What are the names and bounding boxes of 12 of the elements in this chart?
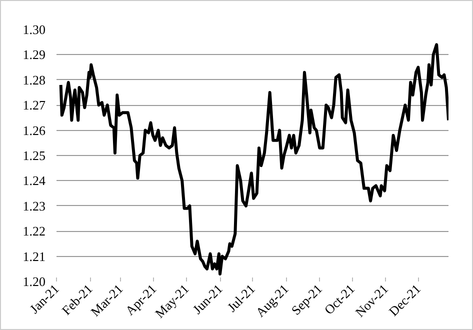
y-tick-label: 1.24 xyxy=(22,173,46,188)
y-tick-label: 1.29 xyxy=(22,47,46,62)
y-tick-label: 1.22 xyxy=(22,224,46,239)
y-tick-label: 1.28 xyxy=(22,72,46,88)
y-tick-label: 1.25 xyxy=(22,148,46,163)
y-tick-label: 1.21 xyxy=(22,248,46,264)
y-tick-label: 1.26 xyxy=(22,122,46,138)
y-tick-label: 1.30 xyxy=(22,22,46,37)
line-series xyxy=(59,43,448,276)
y-tick-label: 1.20 xyxy=(22,274,46,289)
y-tick-label: 1.23 xyxy=(22,198,46,214)
y-tick-label: 1.27 xyxy=(22,98,46,113)
